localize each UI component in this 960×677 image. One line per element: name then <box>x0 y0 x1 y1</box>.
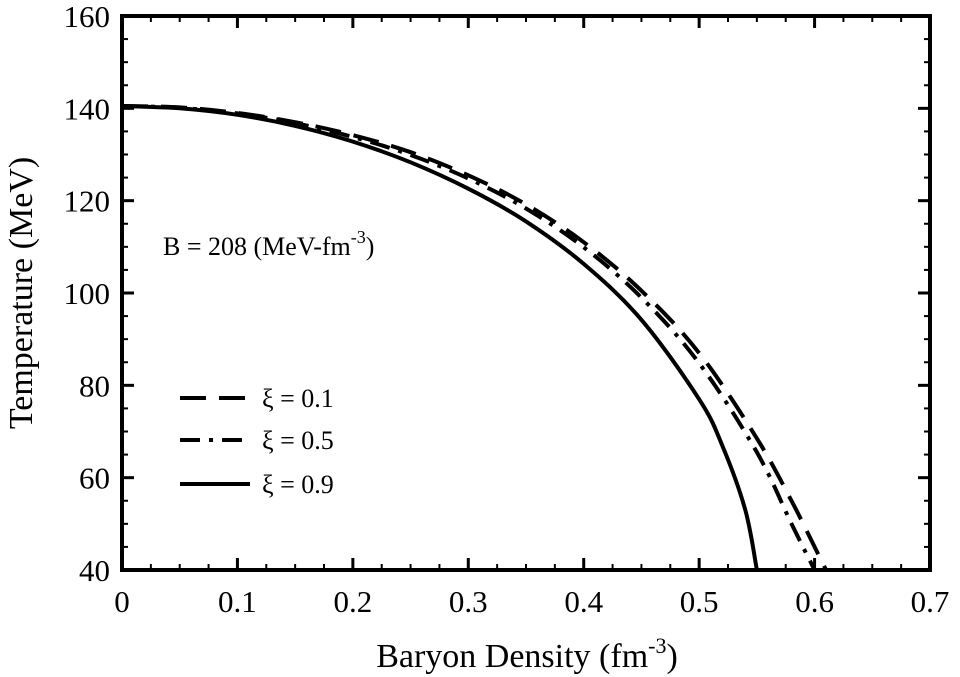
y-axis-title: Temperature (MeV) <box>3 157 40 429</box>
y-tick-label: 140 <box>64 91 111 126</box>
y-tick-label: 120 <box>64 184 111 219</box>
legend-label: ξ = 0.9 <box>262 470 334 499</box>
x-tick-label: 0 <box>114 584 130 619</box>
legend-label: ξ = 0.5 <box>262 426 334 455</box>
x-tick-label: 0.7 <box>911 584 950 619</box>
y-tick-label: 60 <box>79 461 110 496</box>
bag-constant-annotation: B = 208 (MeV-fm-3) <box>163 227 374 261</box>
series-line <box>121 104 828 571</box>
x-tick-label: 0.2 <box>333 584 372 619</box>
x-tick-label: 0.3 <box>449 584 488 619</box>
y-tick-label: 160 <box>64 0 111 34</box>
axis-ticks: 0 0.1 0.2 0.3 0.4 0.5 0.6 0.7 40 60 80 100 120 140 160 <box>64 0 950 619</box>
x-axis-title: Baryon Density (fm-3) <box>376 633 678 675</box>
legend-label: ξ = 0.1 <box>262 384 334 413</box>
x-tick-label: 0.1 <box>218 584 257 619</box>
plot-frame <box>120 14 932 572</box>
x-tick-label: 0.6 <box>795 584 834 619</box>
y-tick-label: 80 <box>79 368 110 403</box>
x-tick-label: 0.4 <box>564 584 603 619</box>
series-line <box>121 104 759 571</box>
y-tick-label: 100 <box>64 276 111 311</box>
legend: ξ = 0.1 ξ = 0.5 ξ = 0.9 <box>180 384 334 499</box>
x-tick-label: 0.5 <box>680 584 719 619</box>
y-tick-label: 40 <box>79 553 110 588</box>
data-series <box>121 104 828 571</box>
